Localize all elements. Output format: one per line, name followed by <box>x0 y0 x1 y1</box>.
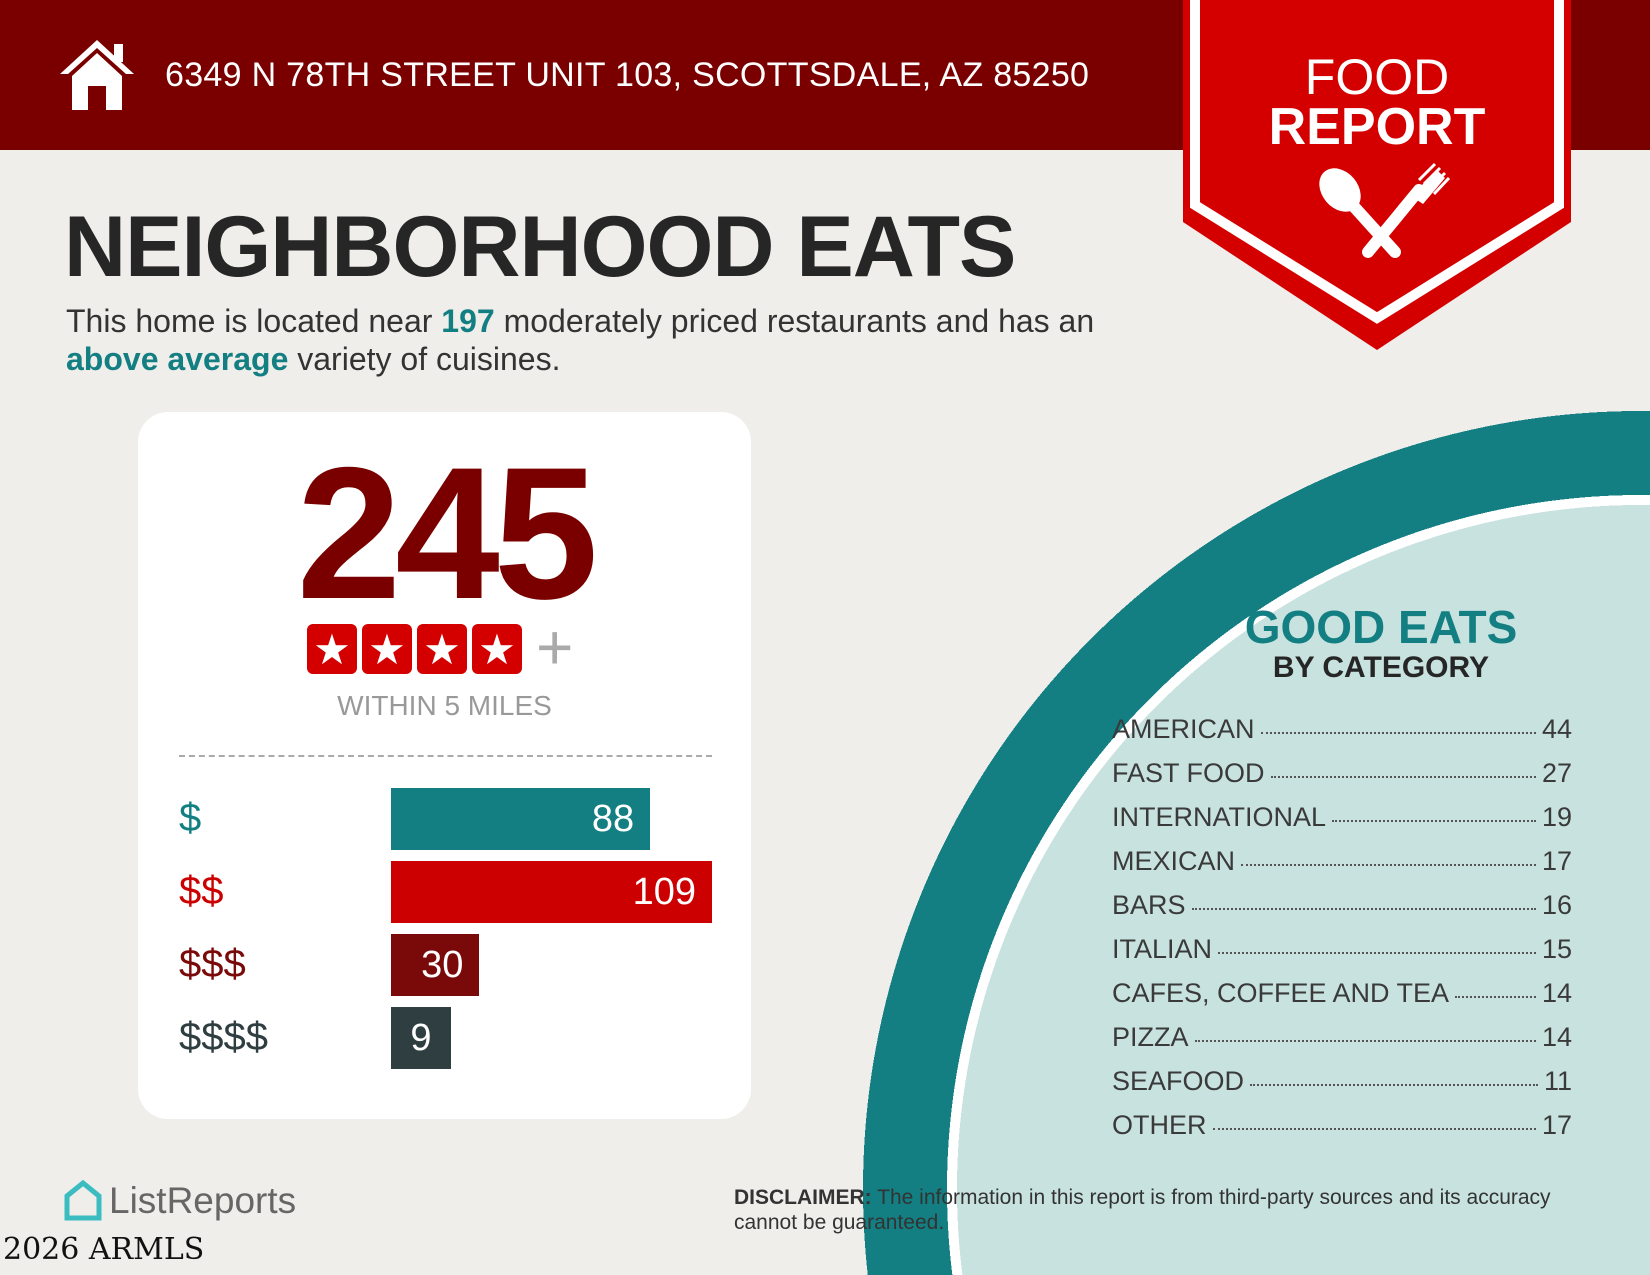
category-count: 15 <box>1541 934 1572 964</box>
category-name: PIZZA <box>1112 1022 1189 1052</box>
price-level-bar: 30 <box>391 934 480 996</box>
property-address: 6349 N 78TH STREET UNIT 103, SCOTTSDALE,… <box>165 56 1090 94</box>
category-count: 11 <box>1543 1066 1572 1096</box>
restaurant-count: 197 <box>441 303 495 339</box>
logo-text: ListReports <box>109 1180 297 1221</box>
summary-pre: This home is located near <box>66 303 442 339</box>
leader-dots <box>1191 908 1536 910</box>
star-icon: ★ <box>307 624 357 674</box>
disclaimer: DISCLAIMER: The information in this repo… <box>734 1185 1594 1235</box>
category-name: INTERNATIONAL <box>1112 802 1327 832</box>
category-name: CAFES, COFFEE AND TEA <box>1112 978 1450 1008</box>
category-count: 19 <box>1541 802 1572 832</box>
good-eats-title: GOOD EATS <box>1244 601 1518 653</box>
leader-dots <box>1455 996 1536 998</box>
within-label: WITHIN 5 MILES <box>337 690 552 721</box>
divider <box>179 755 712 757</box>
page-title: NEIGHBORHOOD EATS <box>64 199 1016 295</box>
category-row: AMERICAN 44 <box>1112 714 1572 758</box>
category-list: AMERICAN 44 FAST FOOD 27 INTERNATIONAL 19 MEXI… <box>1112 714 1572 1154</box>
category-row: OTHER 17 <box>1112 1110 1572 1154</box>
category-name: OTHER <box>1112 1110 1207 1140</box>
category-name: ITALIAN <box>1112 934 1213 964</box>
summary-mid: moderately priced restaurants and has an <box>494 303 1095 339</box>
category-count: 14 <box>1541 978 1572 1008</box>
leader-dots <box>1260 732 1536 734</box>
category-count: 17 <box>1541 846 1572 876</box>
leader-dots <box>1241 864 1536 866</box>
category-row: ITALIAN 15 <box>1112 934 1572 978</box>
price-level-label: $$$$ <box>179 1015 268 1059</box>
category-count: 16 <box>1541 890 1572 920</box>
listreports-logo: ListReports <box>63 1180 296 1222</box>
leader-dots <box>1332 820 1536 822</box>
category-name: AMERICAN <box>1112 714 1255 744</box>
summary-post: variety of cuisines. <box>288 341 561 377</box>
category-row: SEAFOOD 11 <box>1112 1066 1572 1110</box>
category-row: MEXICAN 17 <box>1112 846 1572 890</box>
food-report-banner <box>1183 0 1571 350</box>
house-icon <box>60 40 134 110</box>
leader-dots <box>1270 776 1536 778</box>
plus-sign: + <box>536 611 574 683</box>
spoon-fork-icon <box>1319 162 1451 258</box>
disclaimer-label: DISCLAIMER: <box>734 1186 872 1209</box>
category-circle <box>863 411 1650 1275</box>
category-name: MEXICAN <box>1112 846 1236 876</box>
total-restaurants: 245 <box>296 428 599 638</box>
category-name: FAST FOOD <box>1112 758 1265 788</box>
category-name: BARS <box>1112 890 1186 920</box>
leader-dots <box>1250 1084 1538 1086</box>
banner-line2: REPORT <box>1268 98 1486 156</box>
star-icon: ★ <box>362 624 412 674</box>
banner-text: FOOD REPORT <box>1183 49 1571 156</box>
good-eats-subtitle: BY CATEGORY <box>1272 651 1490 684</box>
disclaimer-text: The information in this report is from t… <box>734 1186 1551 1234</box>
watermark: 2026 ARMLS <box>3 1232 205 1267</box>
category-count: 14 <box>1541 1022 1572 1052</box>
price-level-label: $ <box>179 796 202 840</box>
variety-rating: above average <box>66 341 289 377</box>
star-icon: ★ <box>417 624 467 674</box>
price-level-bar: 9 <box>391 1007 451 1069</box>
restaurant-summary-card <box>138 412 751 1119</box>
category-count: 17 <box>1541 1110 1572 1140</box>
category-row: BARS 16 <box>1112 890 1572 934</box>
leader-dots <box>1212 1128 1536 1130</box>
banner-line1: FOOD <box>1304 49 1450 105</box>
category-row: PIZZA 14 <box>1112 1022 1572 1066</box>
price-level-bar: 88 <box>391 788 651 850</box>
category-name: SEAFOOD <box>1112 1066 1245 1096</box>
price-level-label: $$ <box>179 869 224 913</box>
summary-text: This home is located near 197 moderately… <box>66 302 1186 378</box>
category-row: FAST FOOD 27 <box>1112 758 1572 802</box>
category-row: CAFES, COFFEE AND TEA 14 <box>1112 978 1572 1022</box>
category-count: 27 <box>1541 758 1572 788</box>
category-row: INTERNATIONAL 19 <box>1112 802 1572 846</box>
category-count: 44 <box>1541 714 1572 744</box>
price-level-bar: 109 <box>391 861 712 923</box>
logo-house-icon <box>64 1180 102 1221</box>
price-level-label: $$$ <box>179 942 246 986</box>
star-icon: ★ <box>472 624 522 674</box>
leader-dots <box>1194 1040 1536 1042</box>
leader-dots <box>1218 952 1536 954</box>
